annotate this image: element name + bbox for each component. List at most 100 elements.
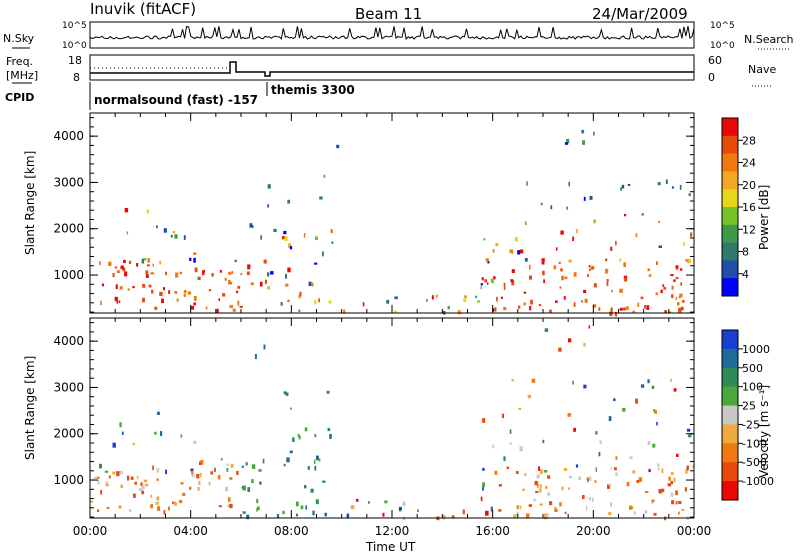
- echo-cell: [180, 434, 183, 438]
- echo-cell: [298, 294, 301, 299]
- echo-cell: [90, 500, 94, 503]
- echo-cell: [671, 500, 675, 505]
- echo-cell: [511, 379, 514, 382]
- echo-cell: [688, 193, 691, 197]
- echo-cell: [303, 233, 306, 238]
- echo-cell: [189, 257, 192, 261]
- echo-cell: [175, 272, 179, 278]
- echo-cell: [157, 411, 160, 415]
- echo-cell: [640, 296, 644, 300]
- echo-cell: [263, 259, 267, 264]
- echo-cell: [591, 266, 595, 270]
- echo-cell: [311, 282, 314, 287]
- echo-cell: [194, 267, 198, 273]
- velocity-colorbar: 1000 500 100 25 -25 -100 -500 -1000: [721, 329, 774, 501]
- echo-cell: [116, 471, 120, 477]
- velocity-colorbar-swatch: [722, 462, 738, 482]
- power-colorbar-tick: 4: [742, 268, 749, 281]
- echo-cell: [692, 464, 695, 468]
- echo-cell: [544, 328, 549, 332]
- nsky-label: N.Sky: [3, 32, 35, 45]
- echo-cell: [290, 245, 293, 250]
- echo-cell: [119, 286, 123, 290]
- echo-cell: [285, 283, 289, 287]
- range-tick-label: 1000: [53, 473, 84, 487]
- echo-cell: [331, 241, 334, 244]
- echo-cell: [619, 288, 623, 293]
- echo-cell: [219, 269, 222, 273]
- echo-cell: [305, 505, 307, 510]
- echo-cell: [314, 262, 318, 265]
- echo-cell: [487, 261, 490, 264]
- cpid-mode-normalsound: normalsound (fast) -157: [94, 93, 258, 107]
- echo-cell: [656, 421, 658, 426]
- echo-cell: [675, 297, 678, 300]
- echo-cell: [647, 379, 650, 384]
- echo-cell: [145, 483, 149, 487]
- echo-cell: [435, 294, 438, 298]
- echo-cell: [267, 204, 269, 208]
- echo-cell: [540, 469, 543, 475]
- echo-cell: [511, 280, 515, 286]
- echo-cell: [159, 260, 162, 265]
- echo-cell: [128, 260, 132, 264]
- echo-cell: [165, 469, 167, 475]
- echo-cell: [286, 457, 290, 463]
- echo-cell: [615, 311, 617, 317]
- echo-cell: [232, 308, 236, 312]
- echo-cell: [680, 282, 683, 286]
- echo-cell: [114, 296, 118, 302]
- echo-cell: [541, 258, 545, 262]
- echo-cell: [141, 258, 145, 264]
- echo-cell: [196, 473, 200, 479]
- echo-cell: [287, 267, 291, 273]
- echo-cell: [581, 300, 583, 303]
- echo-cell: [464, 295, 467, 298]
- echo-cell: [568, 181, 570, 187]
- echo-cell: [545, 513, 549, 518]
- echo-cell: [568, 476, 572, 479]
- echo-cell: [523, 302, 526, 306]
- echo-cell: [197, 487, 200, 491]
- echo-cell: [287, 199, 291, 204]
- echo-cell: [534, 480, 538, 486]
- echo-cell: [578, 476, 581, 481]
- power-heatmap: [99, 129, 693, 317]
- echo-cell: [136, 263, 139, 267]
- echo-cell: [673, 477, 676, 483]
- echo-cell: [384, 500, 388, 504]
- echo-cell: [510, 279, 514, 283]
- echo-cell: [511, 269, 515, 273]
- echo-cell: [174, 291, 178, 294]
- echo-cell: [686, 465, 689, 471]
- echo-cell: [368, 501, 370, 504]
- echo-cell: [267, 272, 270, 277]
- echo-cell: [254, 354, 257, 360]
- echo-cell: [120, 265, 124, 270]
- echo-cell: [100, 300, 102, 306]
- power-colorbar-swatch: [722, 260, 738, 279]
- echo-cell: [624, 277, 628, 282]
- echo-cell: [533, 498, 536, 502]
- echo-cell: [588, 478, 592, 481]
- echo-cell: [457, 310, 461, 315]
- echo-cell: [148, 284, 152, 288]
- echo-cell: [425, 299, 428, 302]
- echo-cell: [270, 271, 274, 275]
- velocity-colorbar-label: Velocity [m s⁻¹]: [757, 385, 771, 478]
- echo-cell: [516, 471, 519, 474]
- echo-cell: [501, 413, 505, 419]
- echo-cell: [503, 286, 506, 290]
- echo-cell: [239, 305, 243, 308]
- echo-cell: [156, 468, 160, 473]
- echo-cell: [687, 258, 689, 264]
- echo-cell: [142, 283, 146, 288]
- echo-cell: [283, 463, 286, 467]
- echo-cell: [247, 264, 250, 268]
- echo-cell: [154, 431, 157, 435]
- echo-cell: [132, 442, 135, 446]
- echo-cell: [112, 442, 116, 448]
- echo-cell: [163, 510, 166, 515]
- velocity-axes: 1000 2000 3000 4000: [53, 318, 695, 518]
- echo-cell: [610, 246, 613, 251]
